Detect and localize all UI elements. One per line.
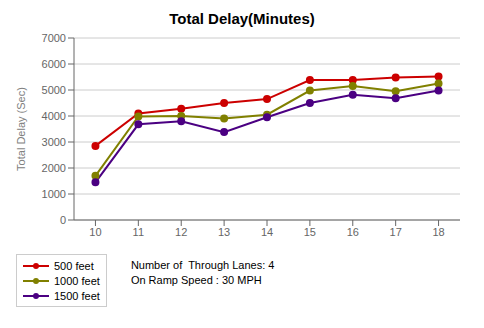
html-text:Number of Through Lanes: 4 On: Number of Through Lanes: 4 On Ramp Speed… (130, 259, 275, 286)
svg-text:3000: 3000 (42, 136, 66, 148)
svg-text:0: 0 (60, 214, 66, 226)
html-text:1000 feet: 1000 feet (54, 274, 100, 287)
svg-text:15: 15 (304, 226, 316, 238)
svg-text:7000: 7000 (42, 32, 66, 44)
svg-text:16: 16 (347, 226, 359, 238)
svg-text:4000: 4000 (42, 110, 66, 122)
svg-text:12: 12 (175, 226, 187, 238)
svg-text:2000: 2000 (42, 162, 66, 174)
svg-text:10: 10 (89, 226, 101, 238)
svg-text:17: 17 (390, 226, 402, 238)
svg-text:5000: 5000 (42, 84, 66, 96)
svg-text:18: 18 (432, 226, 444, 238)
svg-text:11: 11 (133, 226, 144, 238)
svg-text:Total Delay (Sec): Total Delay (Sec) (15, 87, 27, 171)
svg-text:6000: 6000 (42, 58, 66, 70)
html-text:500 feet: 500 feet (54, 259, 94, 272)
html-text:Total Delay(Minutes): Total Delay(Minutes) (169, 10, 315, 27)
svg-text:13: 13 (218, 226, 230, 238)
svg-text:1000: 1000 (42, 188, 66, 200)
html-text:1500 feet: 1500 feet (54, 289, 100, 302)
svg-text:14: 14 (261, 226, 273, 238)
